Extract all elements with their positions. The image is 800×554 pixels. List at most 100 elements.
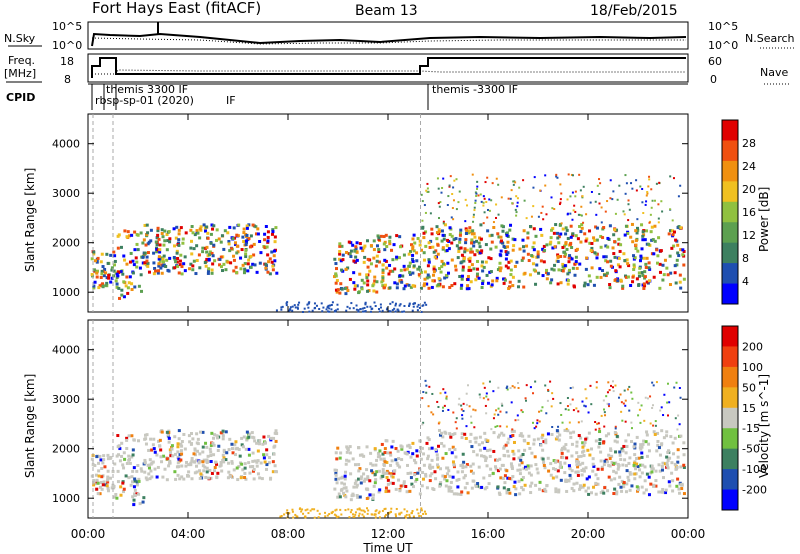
- echo-cell: [560, 222, 563, 225]
- echo-cell: [592, 485, 596, 489]
- echo-cell: [585, 237, 589, 241]
- echo-cell: [226, 476, 230, 480]
- echo-cell: [244, 447, 248, 451]
- echo-cell: [535, 467, 539, 471]
- echo-cell: [393, 307, 396, 310]
- echo-cell: [316, 509, 319, 512]
- echo-cell: [438, 205, 441, 208]
- echo-cell: [679, 465, 683, 469]
- echo-cell: [609, 259, 613, 263]
- echo-cell: [665, 464, 669, 468]
- echo-cell: [140, 469, 144, 473]
- echo-cell: [361, 310, 364, 313]
- echo-cell: [281, 305, 284, 308]
- echo-cell: [669, 175, 672, 178]
- echo-cell: [651, 467, 655, 471]
- echo-cell: [636, 488, 640, 492]
- echo-cell: [427, 447, 431, 451]
- echo-cell: [645, 280, 649, 284]
- echo-cell: [165, 232, 169, 236]
- echo-cell: [100, 252, 104, 256]
- echo-cell: [144, 433, 148, 437]
- echo-cell: [219, 265, 223, 269]
- echo-cell: [486, 208, 489, 211]
- echo-cell: [329, 304, 332, 307]
- echo-cell: [422, 284, 426, 288]
- echo-cell: [132, 466, 136, 470]
- echo-cell: [424, 244, 428, 248]
- echo-cell: [624, 404, 627, 407]
- echo-cell: [131, 453, 135, 457]
- echo-cell: [160, 460, 164, 464]
- echo-cell: [422, 258, 426, 262]
- echo-cell: [637, 283, 641, 287]
- echo-cell: [435, 237, 439, 241]
- echo-cell: [292, 516, 295, 519]
- echo-cell: [205, 470, 209, 474]
- echo-cell: [99, 260, 103, 264]
- echo-cell: [516, 414, 519, 417]
- echo-cell: [675, 465, 679, 469]
- echo-cell: [125, 438, 129, 442]
- echo-cell: [483, 455, 487, 459]
- echo-cell: [521, 476, 525, 480]
- echo-cell: [95, 487, 99, 491]
- echo-cell: [216, 436, 220, 440]
- echo-cell: [506, 476, 510, 480]
- echo-cell: [298, 301, 301, 304]
- echo-cell: [462, 409, 465, 412]
- echo-cell: [379, 306, 382, 309]
- echo-cell: [161, 235, 165, 239]
- echo-cell: [563, 428, 567, 432]
- echo-cell: [462, 259, 466, 263]
- echo-cell: [569, 403, 572, 406]
- echo-cell: [501, 404, 504, 407]
- echo-cell: [97, 286, 101, 290]
- echo-cell: [121, 481, 125, 485]
- echo-cell: [371, 463, 375, 467]
- echo-cell: [481, 282, 485, 286]
- echo-cell: [612, 390, 615, 393]
- echo-cell: [666, 450, 670, 454]
- echo-cell: [514, 181, 517, 184]
- echo-cell: [522, 467, 526, 471]
- echo-cell: [608, 283, 612, 287]
- echo-cell: [229, 261, 233, 265]
- echo-cell: [647, 261, 651, 265]
- echo-cell: [604, 274, 608, 278]
- echo-cell: [394, 447, 398, 451]
- echo-cell: [488, 454, 492, 458]
- echo-cell: [627, 478, 631, 482]
- echo-cell: [431, 487, 435, 491]
- echo-cell: [388, 235, 392, 239]
- echo-cell: [431, 245, 435, 249]
- echo-cell: [393, 267, 397, 271]
- echo-cell: [346, 305, 349, 308]
- echo-cell: [434, 249, 438, 253]
- echo-cell: [195, 244, 199, 248]
- echo-cell: [567, 464, 571, 468]
- echo-cell: [474, 202, 477, 205]
- echo-cell: [609, 449, 613, 453]
- echo-cell: [590, 190, 593, 193]
- echo-cell: [387, 489, 391, 493]
- echo-cell: [244, 248, 248, 252]
- echo-cell: [606, 236, 610, 240]
- echo-cell: [381, 470, 385, 474]
- echo-cell: [423, 301, 426, 304]
- echo-cell: [534, 234, 538, 238]
- echo-cell: [381, 452, 385, 456]
- echo-cell: [107, 489, 111, 493]
- echo-cell: [674, 281, 678, 285]
- echo-cell: [389, 481, 393, 485]
- echo-cell: [467, 287, 471, 291]
- x-tick-label: 12:00: [371, 527, 406, 541]
- echo-cell: [488, 209, 491, 212]
- echo-cell: [91, 463, 95, 467]
- echo-cell: [559, 463, 563, 467]
- echo-cell: [280, 515, 283, 518]
- echo-cell: [356, 495, 360, 499]
- echo-cell: [621, 284, 625, 288]
- echo-cell: [464, 220, 467, 223]
- echo-cell: [167, 230, 171, 234]
